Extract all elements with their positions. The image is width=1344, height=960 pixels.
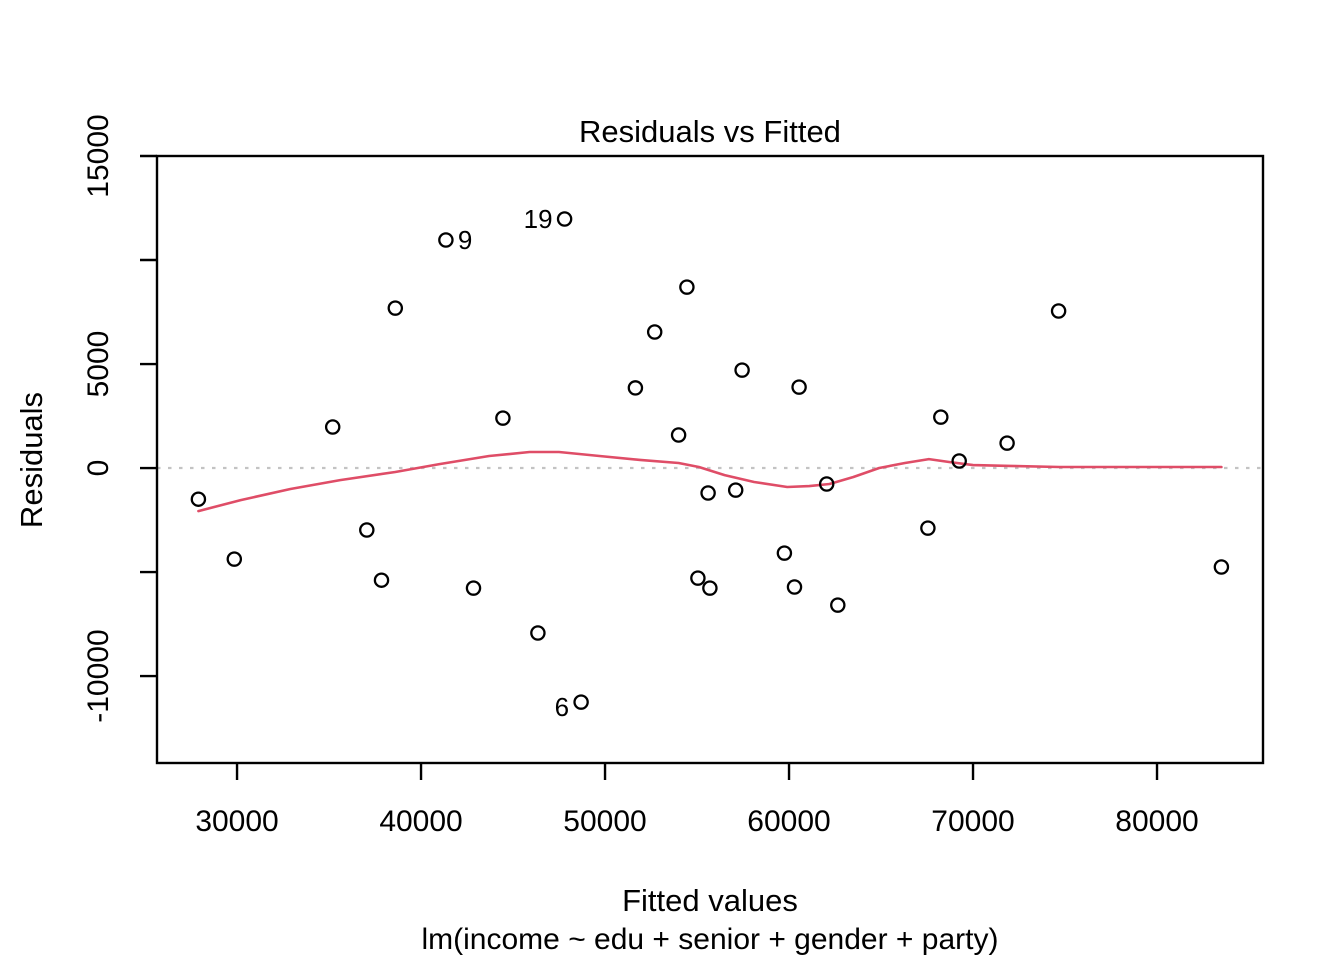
data-point <box>791 379 807 395</box>
data-point <box>1213 559 1230 575</box>
data-point <box>359 522 375 538</box>
data-point <box>679 279 695 295</box>
data-point <box>226 551 243 567</box>
data-point <box>1050 303 1067 319</box>
y-axis-label: Residuals <box>14 392 49 528</box>
x-axis-tick-label: 80000 <box>1115 805 1198 838</box>
data-point <box>324 419 341 435</box>
x-axis-label: Fitted values <box>622 883 798 918</box>
chart-title: Residuals vs Fitted <box>579 114 841 149</box>
data-point <box>530 625 546 641</box>
y-axis-tick-label: -10000 <box>82 629 115 722</box>
data-point <box>776 545 793 561</box>
x-axis-tick-label: 50000 <box>563 805 646 838</box>
data-point <box>646 324 663 340</box>
point-label: 9 <box>458 225 472 255</box>
data-point <box>702 580 718 596</box>
data-point <box>190 491 207 507</box>
data-point <box>951 453 967 469</box>
data-point <box>573 694 589 710</box>
data-point <box>727 482 744 498</box>
data-point <box>495 410 511 426</box>
y-axis-tick-label: 5000 <box>82 331 115 398</box>
y-axis-tick-label: 0 <box>82 460 115 477</box>
smoother-line <box>197 450 1223 513</box>
x-axis-tick-label: 60000 <box>747 805 830 838</box>
x-axis-tick-label: 40000 <box>379 805 462 838</box>
data-point <box>670 427 687 443</box>
data-point <box>700 485 716 501</box>
data-point <box>933 409 949 425</box>
data-point <box>556 211 573 227</box>
data-point <box>999 435 1015 451</box>
point-label: 6 <box>555 692 569 722</box>
x-axis-sublabel: lm(income ~ edu + senior + gender + part… <box>422 923 999 956</box>
plot-border <box>155 154 1265 765</box>
data-point <box>387 300 404 316</box>
data-point <box>438 232 454 248</box>
chart-layer: 30000 40000 50000 60000 70000 800001500050000… <box>82 114 1265 838</box>
point-label: 19 <box>524 204 553 234</box>
data-point <box>786 579 803 595</box>
data-point <box>373 572 390 588</box>
data-point <box>627 380 644 396</box>
data-point <box>690 570 706 586</box>
data-point <box>465 580 482 596</box>
x-axis-tick-label: 30000 <box>195 805 278 838</box>
data-point <box>818 476 835 492</box>
data-point <box>734 362 750 378</box>
y-axis-tick-label: 15000 <box>82 114 115 197</box>
data-point <box>920 520 936 536</box>
x-axis-tick-label: 70000 <box>931 805 1014 838</box>
data-point <box>830 597 846 613</box>
